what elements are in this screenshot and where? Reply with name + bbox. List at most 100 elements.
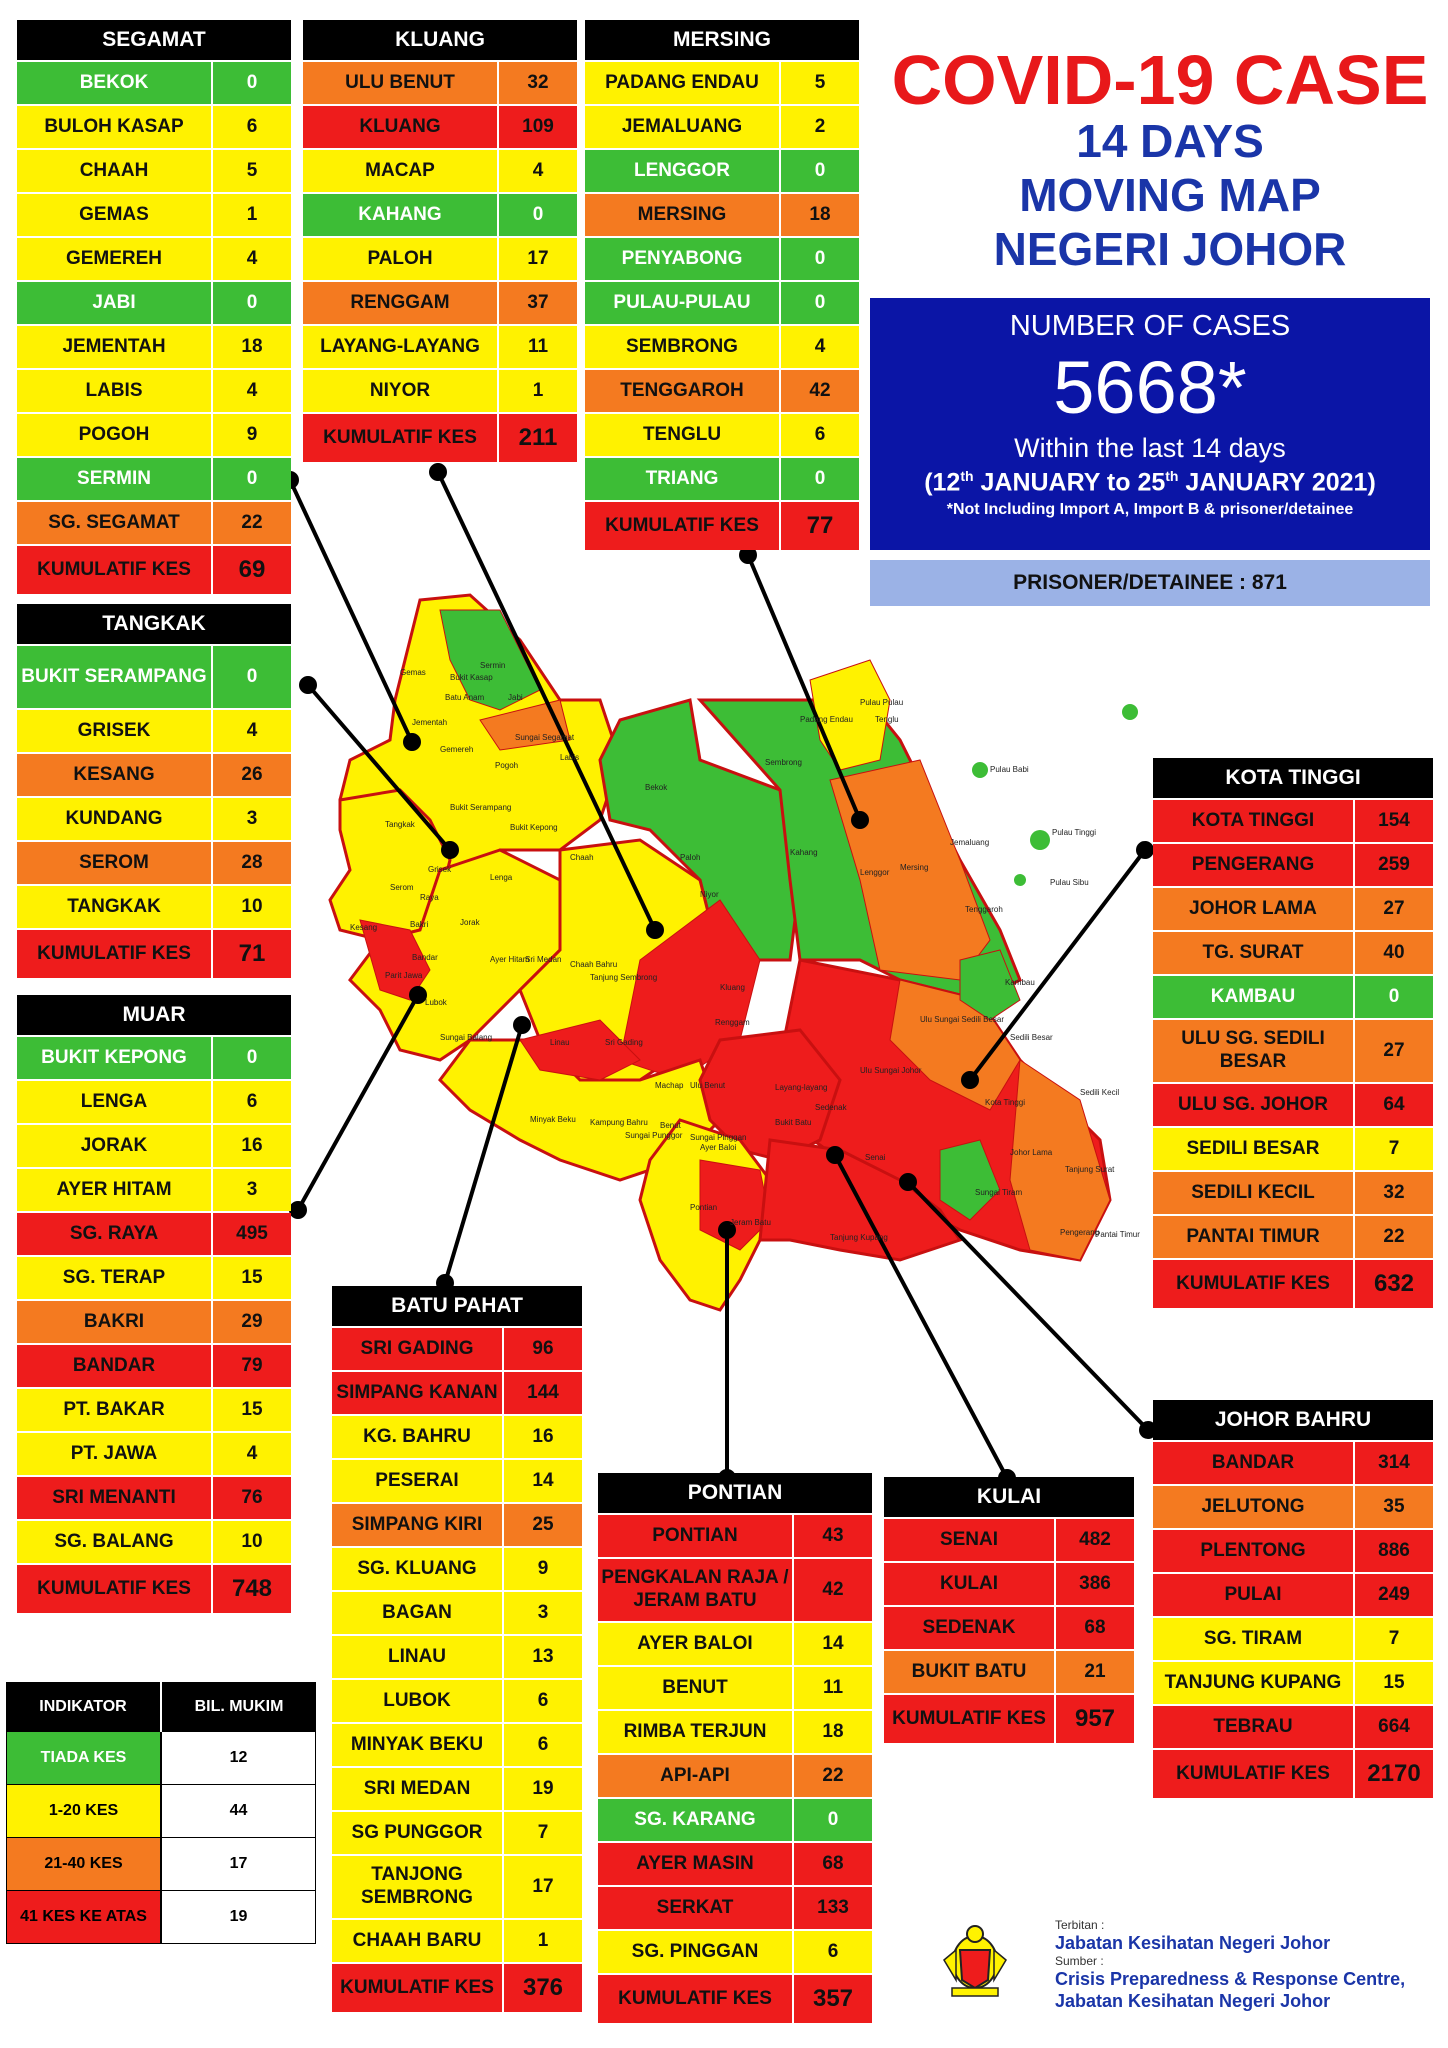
district-title: MUAR: [17, 995, 291, 1035]
district-title: KOTA TINGGI: [1153, 758, 1433, 798]
mukim-cases: 27: [1355, 1020, 1433, 1082]
mukim-row: MINYAK BEKU 6: [332, 1724, 582, 1766]
mukim-row: ULU SG. JOHOR 64: [1153, 1084, 1433, 1126]
mukim-row: TG. SURAT 40: [1153, 932, 1433, 974]
map-label: Sri Gading: [605, 1038, 643, 1047]
mukim-name: TEBRAU: [1153, 1706, 1353, 1748]
mukim-cases: 886: [1355, 1530, 1433, 1572]
map-label: Sungai Punggor: [625, 1131, 683, 1140]
map-region-sg-tiram: [939, 1139, 1001, 1221]
map-label: Tanjung Kupang: [830, 1233, 888, 1242]
mukim-cases: 79: [213, 1345, 291, 1387]
mukim-row: LENGA 6: [17, 1081, 291, 1123]
cumulative-total: 2170: [1355, 1750, 1433, 1798]
map-label: Kambau: [1005, 978, 1035, 987]
mukim-row: SG PUNGGOR 7: [332, 1812, 582, 1854]
mukim-name: SEMBRONG: [585, 326, 779, 368]
mukim-name: SEROM: [17, 842, 211, 884]
map-label: Benut: [660, 1121, 682, 1130]
cumulative-row: KUMULATIF KES 376: [332, 1964, 582, 2012]
district-title: KULAI: [884, 1477, 1134, 1517]
mukim-row: SERMIN 0: [17, 458, 291, 500]
mukim-name: LUBOK: [332, 1680, 502, 1722]
mukim-row: PT. JAWA 4: [17, 1433, 291, 1475]
map-region-batu-pahat-red: [519, 1019, 641, 1081]
mukim-cases: 144: [504, 1372, 582, 1414]
mukim-cases: 17: [504, 1856, 582, 1918]
mukim-name: SENAI: [884, 1519, 1054, 1561]
mukim-name: KESANG: [17, 754, 211, 796]
mukim-name: SG. KLUANG: [332, 1548, 502, 1590]
table-kulai: KULAI SENAI 482 KULAI 386 SEDENAK 68 BUKIT BATU…: [884, 1477, 1134, 1745]
island-pulau-sibu: [1014, 874, 1026, 886]
mukim-name: PULAI: [1153, 1574, 1353, 1616]
mukim-row: ULU SG. SEDILI BESAR 27: [1153, 1020, 1433, 1082]
map-label: Pulau Babi: [990, 765, 1029, 774]
leader-kluang-dot: [429, 463, 447, 481]
cumulative-label: KUMULATIF KES: [303, 414, 497, 462]
map-label: Renggam: [715, 1018, 750, 1027]
mukim-cases: 0: [213, 458, 291, 500]
cumulative-row: KUMULATIF KES 748: [17, 1565, 291, 1613]
legend-count: 17: [160, 1838, 315, 1890]
cumulative-row: KUMULATIF KES 632: [1153, 1260, 1433, 1308]
coat-of-arms-icon: [943, 1925, 1007, 1997]
mukim-cases: 386: [1056, 1563, 1134, 1605]
mukim-name: RENGGAM: [303, 282, 497, 324]
cumulative-row: KUMULATIF KES 69: [17, 546, 291, 594]
mukim-row: NIYOR 1: [303, 370, 577, 412]
mukim-cases: 0: [781, 150, 859, 192]
mukim-cases: 19: [504, 1768, 582, 1810]
mukim-row: TANJUNG KUPANG 15: [1153, 1662, 1433, 1704]
map-label: Sedenak: [815, 1103, 848, 1112]
legend-label: 21-40 KES: [7, 1838, 160, 1890]
mukim-name: LAYANG-LAYANG: [303, 326, 497, 368]
mukim-cases: 15: [1355, 1662, 1433, 1704]
mukim-cases: 5: [781, 62, 859, 104]
cumulative-total: 632: [1355, 1260, 1433, 1308]
map-label: Pantai Timur: [1095, 1230, 1140, 1239]
mukim-row: KUNDANG 3: [17, 798, 291, 840]
mukim-name: BEKOK: [17, 62, 211, 104]
mukim-name: SRI MENANTI: [17, 1477, 211, 1519]
mukim-row: SERKAT 133: [598, 1887, 872, 1929]
leader-lines: [281, 463, 1157, 1487]
mukim-cases: 3: [504, 1592, 582, 1634]
mukim-cases: 64: [1355, 1084, 1433, 1126]
cumulative-label: KUMULATIF KES: [17, 546, 211, 594]
table-muar: MUAR BUKIT KEPONG 0 LENGA 6 JORAK 16 AYER HITAM…: [17, 995, 291, 1615]
leader-segamat-end: [403, 733, 421, 751]
mukim-cases: 0: [213, 282, 291, 324]
map-label: Gemas: [400, 668, 426, 677]
mukim-name: LENGA: [17, 1081, 211, 1123]
mukim-name: PT. JAWA: [17, 1433, 211, 1475]
mukim-cases: 40: [1355, 932, 1433, 974]
mukim-cases: 27: [1355, 888, 1433, 930]
mukim-cases: 42: [794, 1559, 872, 1621]
mukim-name: SG PUNGGOR: [332, 1812, 502, 1854]
mukim-row: ULU BENUT 32: [303, 62, 577, 104]
mukim-cases: 29: [213, 1301, 291, 1343]
map-label: Kahang: [790, 848, 818, 857]
mukim-name: SG. TIRAM: [1153, 1618, 1353, 1660]
mukim-name: ULU SG. SEDILI BESAR: [1153, 1020, 1353, 1082]
mukim-row: PT. BAKAR 15: [17, 1389, 291, 1431]
mukim-name: KLUANG: [303, 106, 497, 148]
prisoner-count: PRISONER/DETAINEE : 871: [870, 560, 1430, 606]
mukim-name: JOHOR LAMA: [1153, 888, 1353, 930]
map-label: Sermin: [480, 661, 505, 670]
mukim-cases: 109: [499, 106, 577, 148]
mukim-cases: 6: [213, 106, 291, 148]
map-label: Tenglu: [875, 715, 899, 724]
footer-pub-label: Terbitan :: [1055, 1918, 1105, 1932]
map-label: Tangkak: [385, 820, 416, 829]
mukim-cases: 4: [213, 710, 291, 752]
mukim-row: GRISEK 4: [17, 710, 291, 752]
mukim-row: JABI 0: [17, 282, 291, 324]
mukim-row: TENGGAROH 42: [585, 370, 859, 412]
cases-summary-box: NUMBER OF CASES 5668* Within the last 14…: [870, 298, 1430, 550]
mukim-cases: 1: [504, 1920, 582, 1962]
mukim-row: AYER MASIN 68: [598, 1843, 872, 1885]
mukim-cases: 0: [213, 1037, 291, 1079]
mukim-row: PALOH 17: [303, 238, 577, 280]
